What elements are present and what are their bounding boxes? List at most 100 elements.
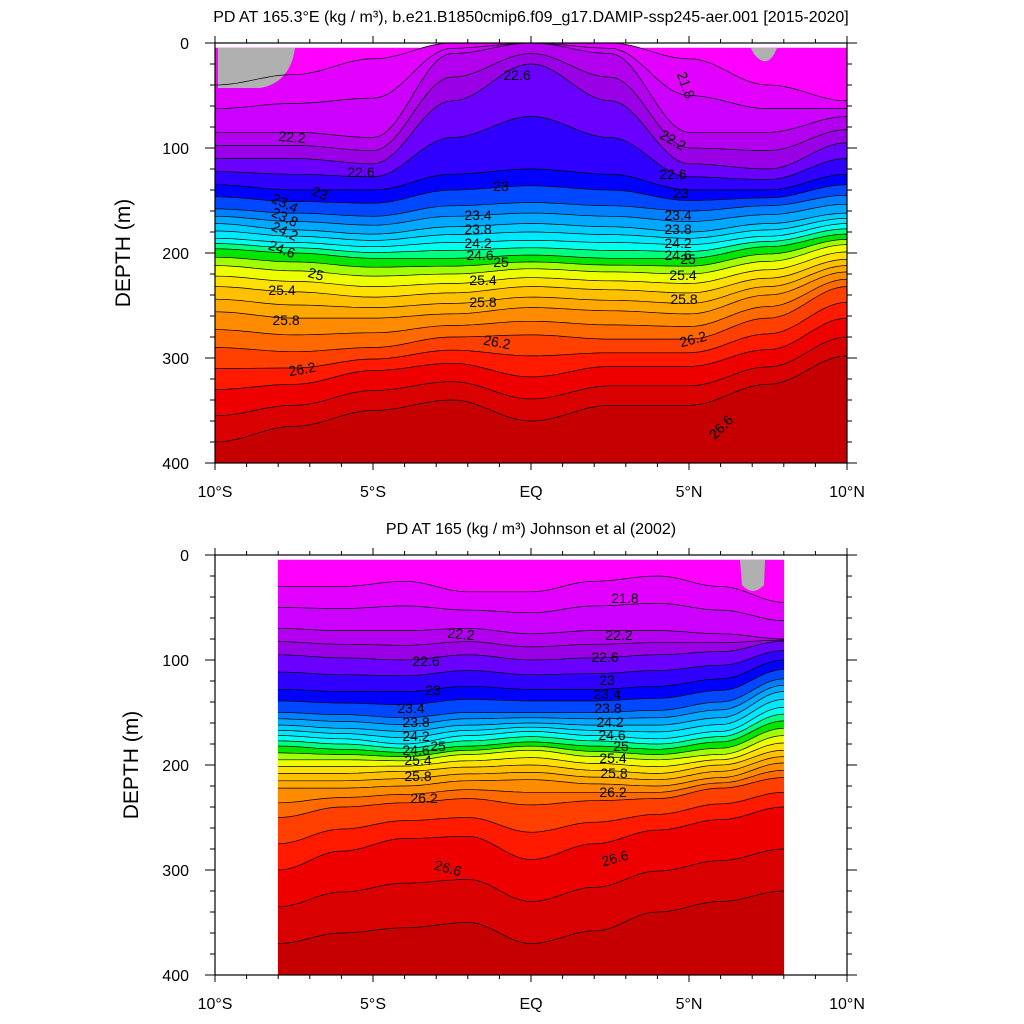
isopycnal-line — [278, 769, 784, 804]
contour-label: 23.4 — [464, 207, 491, 223]
x-tick-label: 5°N — [676, 996, 703, 1013]
isopycnal-line — [278, 749, 784, 774]
top-isopycnal-lines — [215, 43, 847, 443]
contour-label: 21.8 — [611, 590, 638, 606]
contour-label: 25.8 — [404, 768, 431, 784]
isopycnal-line — [215, 184, 847, 204]
contour-label: 24.2 — [596, 714, 623, 730]
isopycnal-line — [278, 602, 784, 621]
x-tick-label: 10°S — [198, 484, 233, 501]
isopycnal-line — [278, 639, 784, 648]
isopycnal-line — [215, 223, 847, 248]
isopycnal-line — [278, 848, 784, 908]
x-tick-label: 10°N — [829, 484, 865, 501]
contour-label: 25.8 — [600, 765, 627, 781]
y-tick-label: 0 — [180, 548, 189, 565]
isopycnal-line — [278, 791, 784, 845]
bottom-contour-plot: PD AT 165 (kg / m³) Johnson et al (2002)… — [120, 521, 865, 1013]
isopycnal-line — [278, 628, 784, 640]
contour-label: 23.8 — [402, 714, 429, 730]
contour-label: 23 — [673, 185, 689, 201]
contour-label: 22.6 — [347, 164, 374, 180]
contour-label: 26.2 — [599, 784, 626, 800]
top-axis-ticks: 10°S 5°S EQ 5°N 10°N 0 100 200 300 400 — [162, 36, 865, 501]
isopycnal-line — [215, 116, 847, 180]
isopycnal-line — [215, 302, 847, 369]
x-tick-label: 5°S — [360, 484, 386, 501]
y-tick-label: 200 — [162, 758, 189, 775]
bottom-isopycnal-lines — [278, 575, 784, 944]
isopycnal-line — [278, 777, 784, 818]
isopycnal-line — [278, 806, 784, 871]
contour-label: 25 — [306, 264, 325, 284]
contour-label: 23 — [425, 682, 441, 698]
contour-label: 25 — [493, 254, 509, 270]
contour-label: 26.2 — [410, 790, 437, 806]
x-tick-label: 10°N — [829, 996, 865, 1013]
isopycnal-line — [215, 212, 847, 235]
isopycnal-line — [278, 720, 784, 753]
isopycnal-line — [215, 278, 847, 336]
y-tick-label: 400 — [162, 968, 189, 985]
y-tick-label: 100 — [162, 653, 189, 670]
x-tick-label: EQ — [519, 484, 542, 501]
contour-label: 23.8 — [664, 221, 691, 237]
isopycnal-line — [215, 336, 847, 417]
x-tick-label: EQ — [519, 996, 542, 1013]
isopycnal-line — [278, 640, 784, 661]
isopycnal-line — [215, 355, 847, 443]
y-tick-label: 400 — [162, 456, 189, 473]
isopycnal-line — [215, 194, 847, 217]
contour-label: 23 — [310, 183, 330, 203]
contour-label: 23.8 — [594, 700, 621, 716]
y-tick-label: 100 — [162, 141, 189, 158]
isopycnal-line — [215, 286, 847, 353]
isopycnal-line — [215, 228, 847, 253]
bottom-plot-title: PD AT 165 (kg / m³) Johnson et al (2002) — [386, 521, 676, 538]
isopycnal-line — [215, 203, 847, 226]
top-y-axis-label: DEPTH (m) — [112, 199, 135, 308]
x-tick-label: 5°N — [676, 484, 703, 501]
contour-label: 26.2 — [482, 332, 512, 353]
y-tick-label: 0 — [180, 36, 189, 53]
isopycnal-line — [278, 650, 784, 677]
isopycnal-line — [278, 713, 784, 749]
bottom-axis-ticks: 10°S 5°S EQ 5°N 10°N 0 100 200 300 400 — [162, 548, 865, 1013]
bottom-density-shading — [277, 559, 785, 975]
isopycnal-line — [215, 43, 847, 138]
contour-label: 23.4 — [397, 700, 424, 716]
contour-label: 25.8 — [670, 291, 697, 307]
isopycnal-line — [215, 271, 847, 319]
y-tick-label: 200 — [162, 246, 189, 263]
isopycnal-line — [215, 43, 847, 102]
isopycnal-line — [215, 43, 847, 109]
y-tick-label: 300 — [162, 351, 189, 368]
missing-data-patch — [740, 560, 765, 591]
isopycnal-line — [215, 251, 847, 287]
isopycnal-line — [278, 678, 784, 719]
contour-label: 22.2 — [605, 627, 632, 643]
isopycnal-line — [215, 239, 847, 268]
isopycnal-line — [278, 756, 784, 782]
bottom-contour-labels: 21.822.2 22.222.6 22.6232323.423.824.224.6… — [397, 590, 638, 879]
x-tick-label: 5°S — [360, 996, 386, 1013]
missing-data-patch — [751, 48, 777, 62]
contour-label: 26.2 — [287, 359, 317, 380]
isopycnal-line — [278, 727, 784, 757]
isopycnal-line — [278, 684, 784, 725]
isopycnal-line — [215, 63, 847, 170]
isopycnal-line — [278, 762, 784, 789]
isopycnal-line — [215, 233, 847, 259]
isopycnal-line — [215, 317, 847, 390]
isopycnal-line — [278, 691, 784, 732]
y-tick-label: 300 — [162, 863, 189, 880]
contour-label: 25.4 — [268, 282, 295, 298]
isopycnal-line — [278, 669, 784, 705]
contour-label: 26.6 — [600, 847, 631, 870]
contour-label: 25.4 — [599, 750, 626, 766]
isopycnal-line — [215, 217, 847, 241]
contour-label: 24.6 — [664, 247, 691, 263]
contour-label: 24.2 — [402, 728, 429, 744]
top-density-shading — [215, 43, 847, 463]
contour-label: 26.6 — [433, 857, 464, 880]
